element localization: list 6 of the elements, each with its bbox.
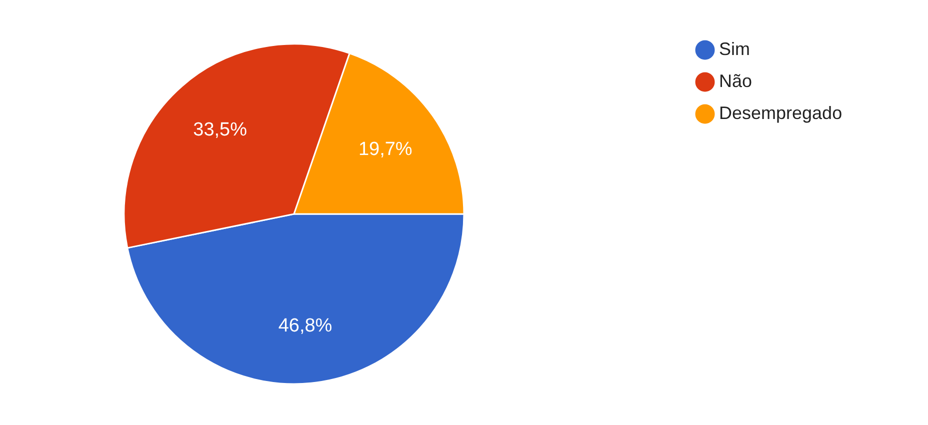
data-label: 46,8% [278, 316, 332, 337]
legend-label: Desempregado [719, 103, 842, 123]
data-label: 19,7% [358, 138, 412, 160]
legend-label: Não [719, 71, 752, 91]
data-label: 33,5% [193, 120, 248, 141]
legend-label: Sim [719, 39, 750, 59]
